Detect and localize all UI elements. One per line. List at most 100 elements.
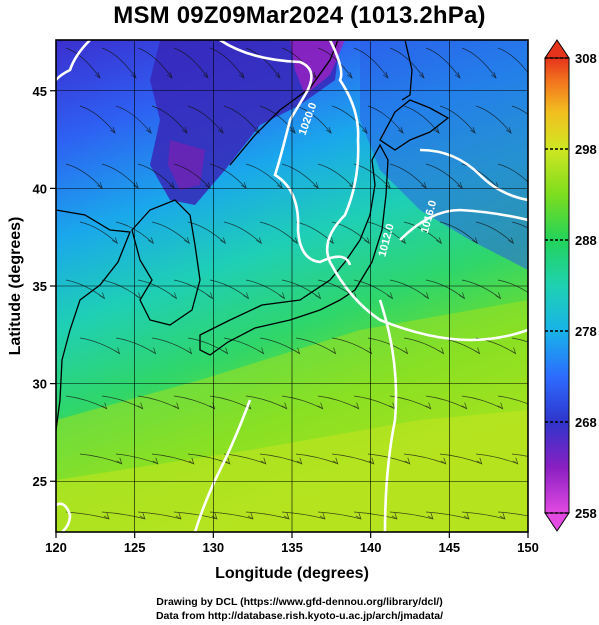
streamline-arrow-213 [512,457,519,465]
streamline-140 [331,453,374,465]
streamline-arrow-3 [109,127,116,134]
isobar-1012b [399,208,528,241]
x-tick-label-150: 150 [517,540,539,555]
streamline-arrow-139 [353,402,360,410]
streamline-arrow-51 [188,457,195,465]
streamline-arrow-197 [463,512,470,520]
colorbar: 258 268 278 288 298 308 [544,39,597,532]
colorbar-ticks: 258 268 278 288 298 308 [545,51,597,521]
streamline-arrow-187 [472,237,478,245]
streamline-20 [115,105,152,134]
y-tick-label-30: 30 [33,377,47,392]
streamline-204 [475,221,514,244]
streamline-arrow-147 [397,127,404,134]
streamline-arrow-121 [317,402,324,410]
streamline-26 [101,279,141,299]
streamline-arrow-233 [536,513,541,519]
streamline-arrow-55 [202,71,209,79]
streamline-184 [425,163,463,189]
streamline-arrow-181 [454,71,461,79]
streamline-130 [317,163,355,189]
streamline-arrow-91 [274,71,281,79]
streamline-138 [317,395,359,409]
streamline-arrow-89 [247,512,254,520]
streamline-96 [259,221,298,244]
pressure-contours [56,40,528,532]
streamline-52 [137,511,181,520]
streamline-arrow-221 [529,182,534,188]
streamline-60 [187,221,226,244]
streamline-186 [439,221,478,244]
streamline-12 [65,395,107,409]
streamline-arrow-193 [461,402,468,410]
streamline-32 [115,453,158,465]
x-tick-label-125: 125 [124,540,146,555]
x-axis-ticks: 120 125 130 135 140 145 150 [45,532,539,555]
streamline-arrow-175 [425,402,432,410]
streamline-arrow-207 [495,292,502,300]
streamline-42 [151,221,190,244]
coastlines [56,40,450,431]
streamline-arrow-37 [166,71,173,79]
streamline-128 [331,105,368,134]
colorbar-tick-label-258: 258 [575,506,597,521]
coastline-russia [229,40,339,166]
colorbar-tick-label-288: 288 [575,233,597,248]
x-tick-label-130: 130 [202,540,224,555]
isobar-1020b [56,502,72,532]
streamline-0 [65,47,101,79]
streamline-48 [137,395,179,409]
streamline-arrow-13 [101,402,108,410]
streamline-arrow-47 [186,347,193,355]
streamline-arrow-65 [222,347,229,355]
streamline-232 [497,511,528,517]
streamline-arrow-33 [152,457,159,465]
colorbar-tick-label-268: 268 [575,415,597,430]
streamline-arrow-31 [137,402,144,410]
streamline-196 [425,511,469,520]
very-cold-air-region-2 [168,140,205,190]
x-tick-label-135: 135 [281,540,303,555]
streamline-72 [209,47,245,79]
streamline-182 [439,105,476,134]
streamline-arrow-49 [173,402,180,410]
streamline-arrow-111 [325,127,332,134]
streamline-170 [389,279,429,299]
streamline-arrow-177 [440,457,447,465]
coastline-sakhalin [401,40,413,101]
streamline-arrow-195 [476,457,483,465]
streamline-arrow-69 [224,457,231,465]
streamline-150 [367,221,406,244]
streamline-arrow-189 [459,292,466,300]
x-axis-label: Longitude (degrees) [215,565,369,582]
streamline-40 [137,163,175,189]
streamline-108 [281,47,317,79]
streamline-106 [245,511,289,520]
streamline-94 [245,163,283,189]
streamline-arrow-87 [260,457,267,465]
streamline-arrow-25 [148,237,154,245]
streamline-arrow-137 [366,347,373,355]
streamline-arrow-151 [400,237,406,245]
streamline-142 [317,511,361,520]
streamline-68 [187,453,230,465]
streamline-arrow-97 [292,237,298,245]
streamline-198 [461,47,497,79]
colorbar-body [544,57,570,514]
streamline-166 [389,163,427,189]
streamline-arrow-43 [184,237,190,245]
footer-credit-dcl: Drawing by DCL (https://www.gfd-dennou.o… [156,596,443,608]
streamline-arrow-39 [181,127,188,134]
streamline-200 [475,105,512,134]
streamline-6 [79,221,118,244]
streamline-arrow-115 [328,237,334,245]
streamline-76 [209,163,247,189]
streamline-104 [259,453,302,465]
streamline-arrow-57 [217,127,224,134]
streamline-arrow-161 [391,512,398,520]
y-axis-ticks: 25 30 35 40 45 [33,84,56,489]
streamline-arrow-183 [469,127,476,134]
streamline-arrow-21 [145,127,152,134]
streamline-arrow-117 [315,292,322,300]
